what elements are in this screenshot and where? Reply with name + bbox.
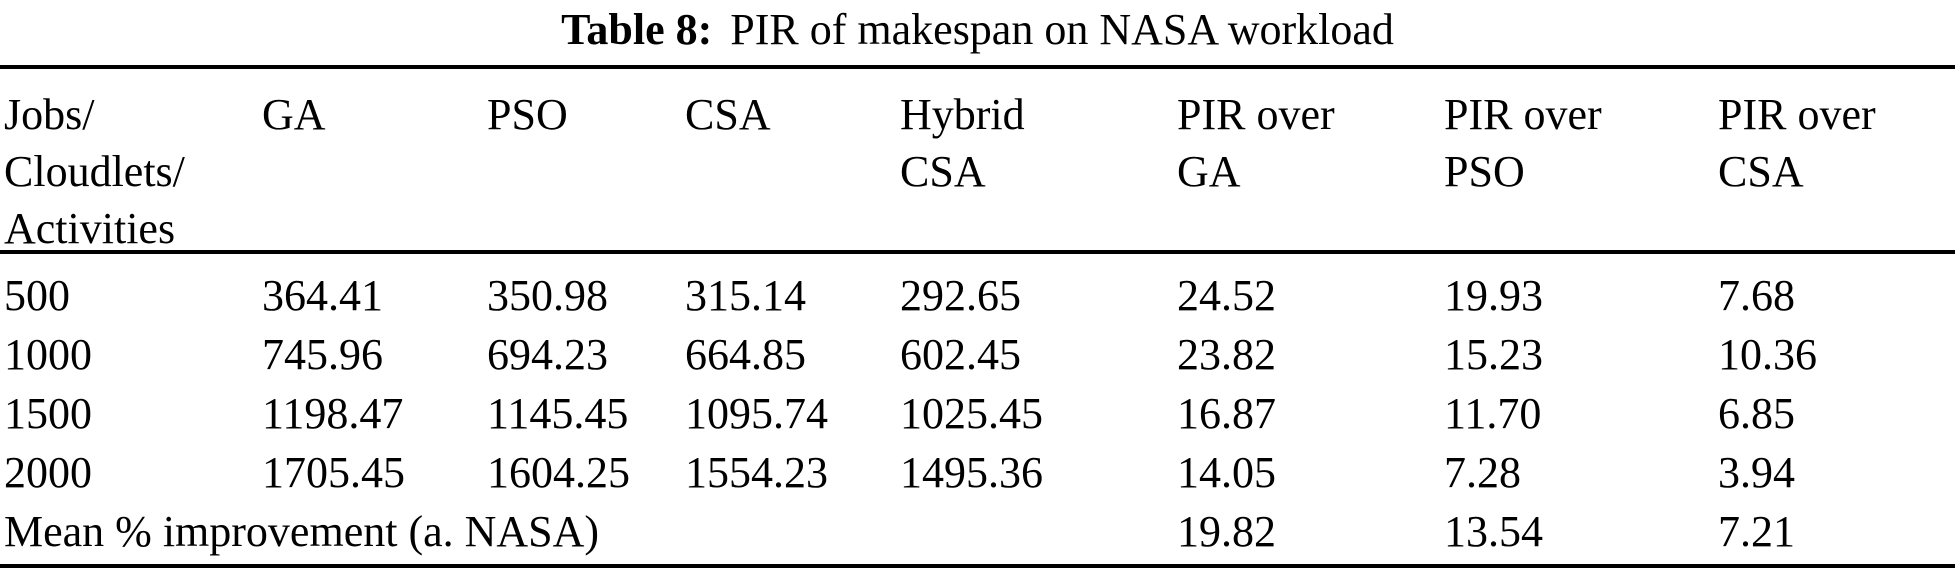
table-cell: 694.23 <box>487 330 608 379</box>
footer-value-pir-over-ga: 19.82 <box>1177 507 1276 556</box>
table-caption-label: Table 8: <box>561 5 713 54</box>
table-cell: 500 <box>4 271 70 320</box>
table-cell: 7.28 <box>1444 448 1521 497</box>
table-cell: 1025.45 <box>900 389 1043 438</box>
table-cell: 350.98 <box>487 271 608 320</box>
table-cell: 664.85 <box>685 330 806 379</box>
table-bottom-rule <box>0 564 1955 568</box>
table-cell: 1495.36 <box>900 448 1043 497</box>
header-cell-pir-over-ga: PIR over GA <box>1177 90 1335 196</box>
table-cell: 364.41 <box>262 271 383 320</box>
table-cell: 1145.45 <box>487 389 629 438</box>
table-cell: 10.36 <box>1718 330 1817 379</box>
header-cell-pso: PSO <box>487 90 568 139</box>
table-top-rule <box>0 65 1955 69</box>
footer-label: Mean % improvement (a. NASA) <box>4 507 600 556</box>
header-cell-hybrid-csa: Hybrid CSA <box>900 90 1025 196</box>
header-cell-ga: GA <box>262 90 326 139</box>
table-cell: 1500 <box>4 389 92 438</box>
footer-value-pir-over-csa: 7.21 <box>1718 507 1795 556</box>
table-cell: 1095.74 <box>685 389 828 438</box>
table-cell: 15.23 <box>1444 330 1543 379</box>
table-cell: 1604.25 <box>487 448 630 497</box>
table-footer-row: Mean % improvement (a. NASA) 19.82 13.54… <box>4 503 1955 560</box>
table-mid-rule <box>0 250 1955 254</box>
header-cell-csa: CSA <box>685 90 771 139</box>
table-cell: 1705.45 <box>262 448 405 497</box>
table-body: 500 364.41 350.98 315.14 292.65 24.52 19… <box>4 266 1955 502</box>
table-cell: 16.87 <box>1177 389 1276 438</box>
table-cell: 745.96 <box>262 330 383 379</box>
table-cell: 3.94 <box>1718 448 1795 497</box>
table-cell: 1198.47 <box>262 389 404 438</box>
table-cell: 19.93 <box>1444 271 1543 320</box>
table-caption: Table 8: PIR of makespan on NASA workload <box>0 2 1955 58</box>
table-cell: 23.82 <box>1177 330 1276 379</box>
table-header-row: Jobs/ Cloudlets/ Activities GA PSO CSA H… <box>4 86 1955 257</box>
table-cell: 6.85 <box>1718 389 1795 438</box>
header-cell-jobs-cloudlets-activities: Jobs/ Cloudlets/ Activities <box>4 90 185 253</box>
header-cell-pir-over-csa: PIR over CSA <box>1718 90 1876 196</box>
table-cell: 602.45 <box>900 330 1021 379</box>
table-caption-text: PIR of makespan on NASA workload <box>730 5 1394 54</box>
table-cell: 315.14 <box>685 271 806 320</box>
table-cell: 292.65 <box>900 271 1021 320</box>
footer-value-pir-over-pso: 13.54 <box>1444 507 1543 556</box>
table-cell: 1000 <box>4 330 92 379</box>
table-cell: 14.05 <box>1177 448 1276 497</box>
header-cell-pir-over-pso: PIR over PSO <box>1444 90 1602 196</box>
table-cell: 7.68 <box>1718 271 1795 320</box>
table-cell: 1554.23 <box>685 448 828 497</box>
table-cell: 24.52 <box>1177 271 1276 320</box>
table-cell: 11.70 <box>1444 389 1542 438</box>
table-cell: 2000 <box>4 448 92 497</box>
